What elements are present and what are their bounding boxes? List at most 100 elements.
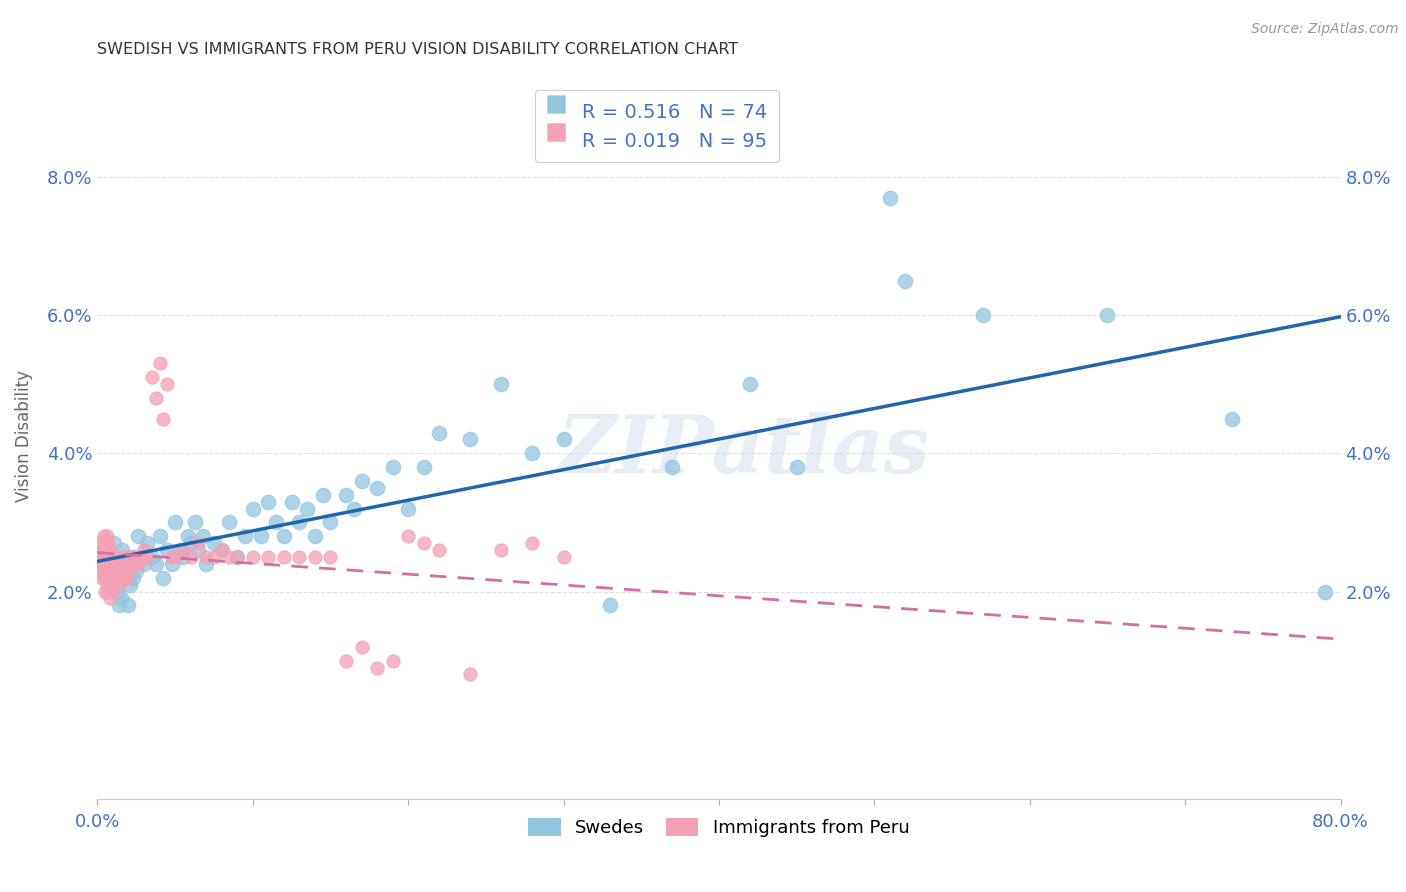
Point xyxy=(117,564,139,578)
Point xyxy=(125,549,148,564)
Point xyxy=(129,549,152,564)
Point xyxy=(176,529,198,543)
Point xyxy=(108,599,131,613)
Point xyxy=(738,377,761,392)
Point xyxy=(350,474,373,488)
Point xyxy=(100,571,122,585)
Point xyxy=(105,571,128,585)
Point xyxy=(366,481,388,495)
Point xyxy=(145,391,167,405)
Point xyxy=(101,577,124,591)
Point xyxy=(273,549,295,564)
Point xyxy=(98,543,121,558)
Point xyxy=(115,557,138,571)
Point xyxy=(152,411,174,425)
Point xyxy=(100,564,122,578)
Point xyxy=(127,529,149,543)
Point xyxy=(98,571,121,585)
Point xyxy=(412,536,434,550)
Point xyxy=(118,577,141,591)
Point xyxy=(94,571,117,585)
Point xyxy=(304,529,326,543)
Point xyxy=(350,640,373,654)
Point xyxy=(1313,584,1336,599)
Point xyxy=(184,516,207,530)
Point xyxy=(117,599,139,613)
Point xyxy=(103,536,125,550)
Point xyxy=(114,564,136,578)
Point xyxy=(202,549,225,564)
Point xyxy=(304,549,326,564)
Point xyxy=(195,549,218,564)
Point xyxy=(172,543,194,558)
Point xyxy=(599,599,621,613)
Point xyxy=(114,571,136,585)
Point xyxy=(288,549,311,564)
Point xyxy=(127,557,149,571)
Point xyxy=(280,494,302,508)
Point xyxy=(114,549,136,564)
Point xyxy=(156,377,179,392)
Point xyxy=(427,543,450,558)
Point xyxy=(89,549,111,564)
Point xyxy=(115,571,138,585)
Point xyxy=(335,654,357,668)
Point xyxy=(211,543,233,558)
Point xyxy=(87,536,110,550)
Point xyxy=(148,529,170,543)
Point xyxy=(191,529,214,543)
Point xyxy=(343,501,366,516)
Point xyxy=(553,433,575,447)
Point xyxy=(129,549,152,564)
Point xyxy=(412,460,434,475)
Point xyxy=(165,516,187,530)
Point xyxy=(107,584,129,599)
Point xyxy=(105,564,128,578)
Point xyxy=(94,536,117,550)
Point xyxy=(273,529,295,543)
Point xyxy=(381,460,404,475)
Point xyxy=(233,529,256,543)
Point xyxy=(226,549,249,564)
Point xyxy=(145,557,167,571)
Point xyxy=(491,543,513,558)
Point xyxy=(107,571,129,585)
Point xyxy=(93,549,115,564)
Point xyxy=(100,577,122,591)
Point xyxy=(148,356,170,370)
Point xyxy=(89,564,111,578)
Point xyxy=(124,557,146,571)
Point xyxy=(226,549,249,564)
Point xyxy=(249,529,271,543)
Point xyxy=(97,549,120,564)
Point xyxy=(264,516,287,530)
Point xyxy=(187,536,209,550)
Point xyxy=(460,433,482,447)
Point xyxy=(96,543,118,558)
Point xyxy=(91,543,114,558)
Point xyxy=(108,564,131,578)
Point xyxy=(491,377,513,392)
Point xyxy=(128,549,150,564)
Text: ZIPatlas: ZIPatlas xyxy=(558,412,929,490)
Point xyxy=(195,557,218,571)
Point xyxy=(135,549,157,564)
Point xyxy=(152,571,174,585)
Point xyxy=(335,488,357,502)
Point xyxy=(118,557,141,571)
Point xyxy=(93,564,115,578)
Point xyxy=(132,557,155,571)
Point xyxy=(111,543,134,558)
Point xyxy=(1097,308,1119,322)
Point xyxy=(94,557,117,571)
Point xyxy=(202,536,225,550)
Y-axis label: Vision Disability: Vision Disability xyxy=(15,370,32,502)
Point xyxy=(180,549,202,564)
Point xyxy=(218,516,240,530)
Point xyxy=(169,543,191,558)
Point xyxy=(141,549,163,564)
Point xyxy=(131,549,153,564)
Point xyxy=(98,591,121,606)
Point xyxy=(125,564,148,578)
Point xyxy=(103,557,125,571)
